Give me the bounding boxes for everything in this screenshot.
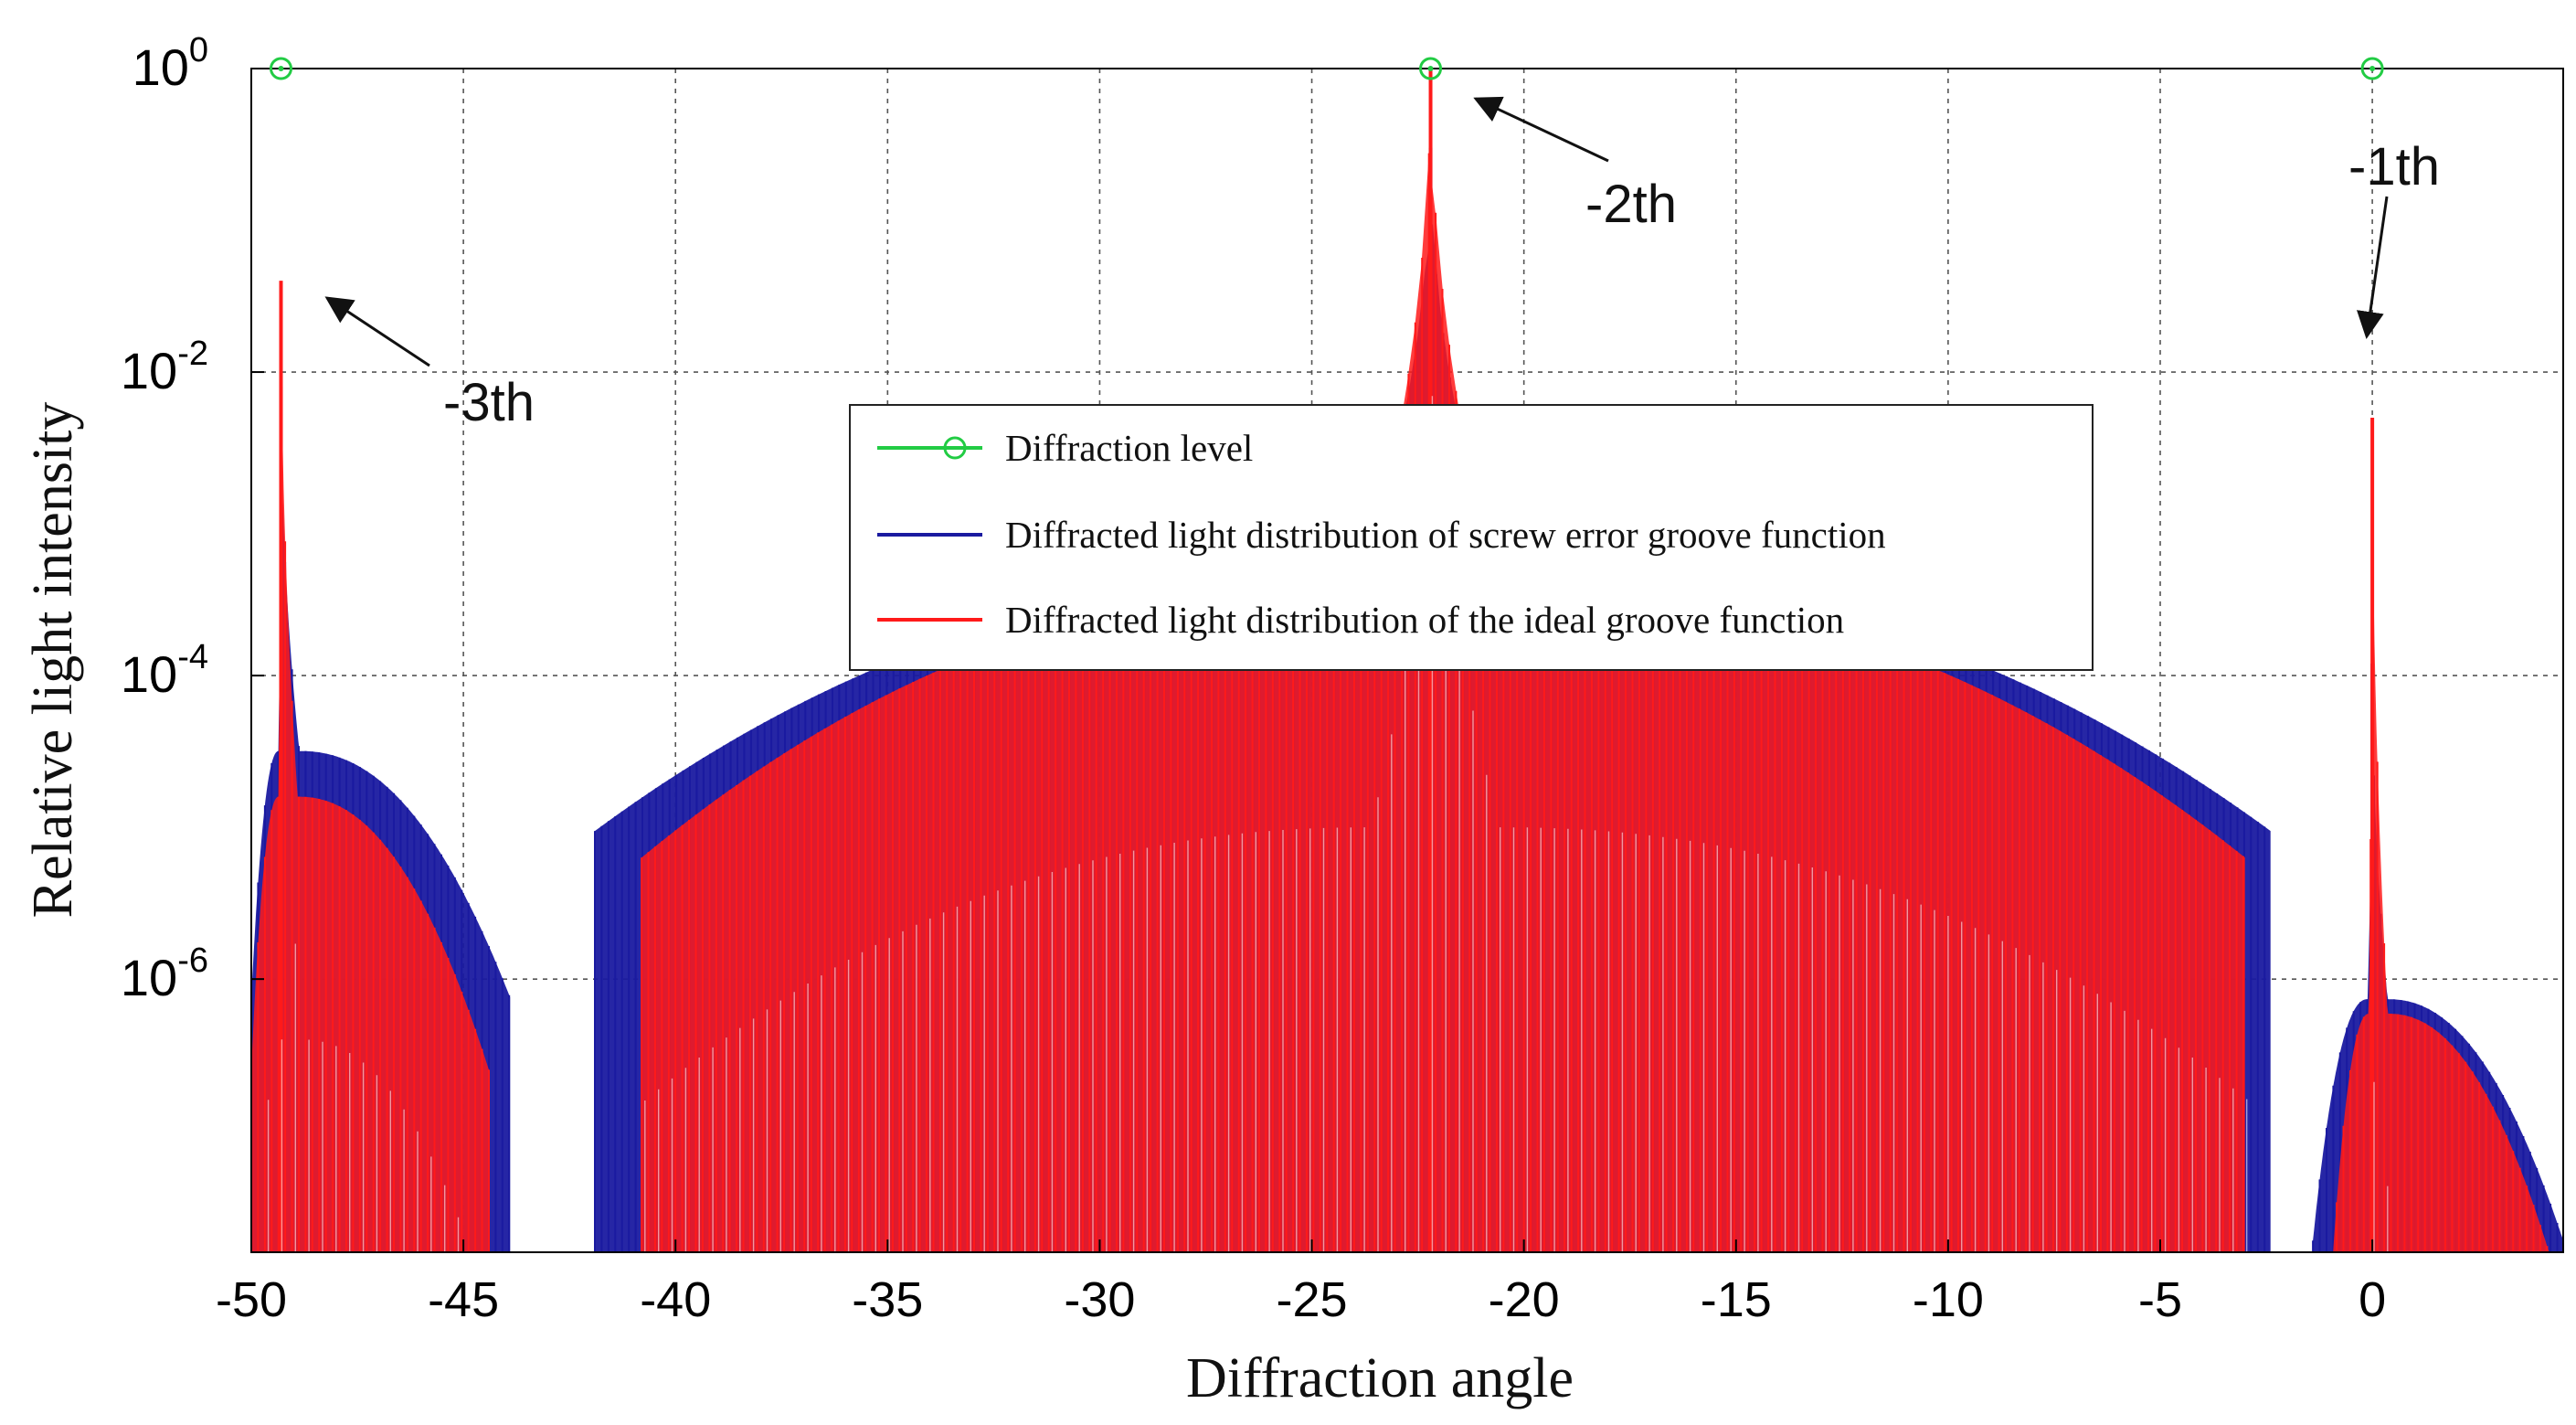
y-tick-label: 10-6 xyxy=(121,941,208,1006)
annotation-label: -3th xyxy=(443,373,535,432)
diffraction-level-marker xyxy=(2360,57,2384,80)
legend-entry-label: Diffracted light distribution of screw e… xyxy=(1005,514,1886,556)
legend: Diffraction level Diffracted light distri… xyxy=(849,404,2094,671)
x-tick-label: -35 xyxy=(852,1272,923,1327)
plot-frame xyxy=(250,68,2564,1253)
annotation-label: -2th xyxy=(1585,175,1677,234)
x-tick-label: -25 xyxy=(1277,1272,1348,1327)
x-axis-title: Diffraction angle xyxy=(1186,1347,1574,1409)
y-axis-ticks: 100 10-2 10-4 10-6 xyxy=(121,31,264,1006)
series-lobe xyxy=(2329,418,2563,1252)
series-gaps xyxy=(2373,1081,2389,1252)
x-tick-label: -30 xyxy=(1064,1272,1135,1327)
series-gaps xyxy=(267,943,460,1252)
diffraction-level-marker-dot xyxy=(2369,66,2376,71)
legend-box xyxy=(849,404,2094,671)
series-gaps xyxy=(644,396,2248,1252)
series-spikes xyxy=(2336,761,2549,1252)
annotation-arrow xyxy=(2356,196,2389,339)
diffraction-level-marker-dot xyxy=(1427,66,1434,71)
annotation-arrow xyxy=(324,296,430,367)
y-axis-title: Relative light intensity xyxy=(22,402,84,919)
x-tick-label: -5 xyxy=(2138,1272,2182,1327)
series-spikes xyxy=(641,153,2244,1252)
annotation-arrow xyxy=(1473,96,1609,163)
y-tick-label: 10-4 xyxy=(121,638,208,703)
x-tick-label: -15 xyxy=(1701,1272,1772,1327)
legend-entry-label: Diffraction level xyxy=(1005,427,1253,469)
legend-marker xyxy=(943,436,967,460)
x-tick-label: -10 xyxy=(1913,1272,1984,1327)
legend-entry-label: Diffracted light distribution of the ide… xyxy=(1005,599,1844,641)
plot-series xyxy=(251,69,2563,1252)
series-lobe xyxy=(641,69,2248,1252)
x-axis-ticks: -50 -45 -40 -35 -30 -25 -20 -15 -10 -5 0 xyxy=(216,1239,2386,1327)
series-lobe xyxy=(251,281,490,1252)
x-tick-label: -45 xyxy=(428,1272,499,1327)
x-tick-label: -40 xyxy=(640,1272,711,1327)
series-spikes xyxy=(251,541,490,1252)
series-envelope xyxy=(251,373,489,1252)
y-tick-label: 10-2 xyxy=(121,335,208,399)
y-tick-label: 100 xyxy=(133,31,208,96)
order-annotations: -3th -2th -1th xyxy=(324,96,2440,432)
diffraction-level-marker xyxy=(269,57,292,80)
diffraction-level-markers xyxy=(269,57,2384,80)
x-tick-label: -20 xyxy=(1489,1272,1560,1327)
x-tick-label: 0 xyxy=(2359,1272,2386,1327)
series-envelope xyxy=(2329,418,2563,1252)
diffraction-level-marker-dot xyxy=(278,66,284,71)
x-tick-label: -50 xyxy=(216,1272,287,1327)
diffraction-level-marker xyxy=(1419,57,1443,80)
annotation-label: -1th xyxy=(2348,137,2440,197)
